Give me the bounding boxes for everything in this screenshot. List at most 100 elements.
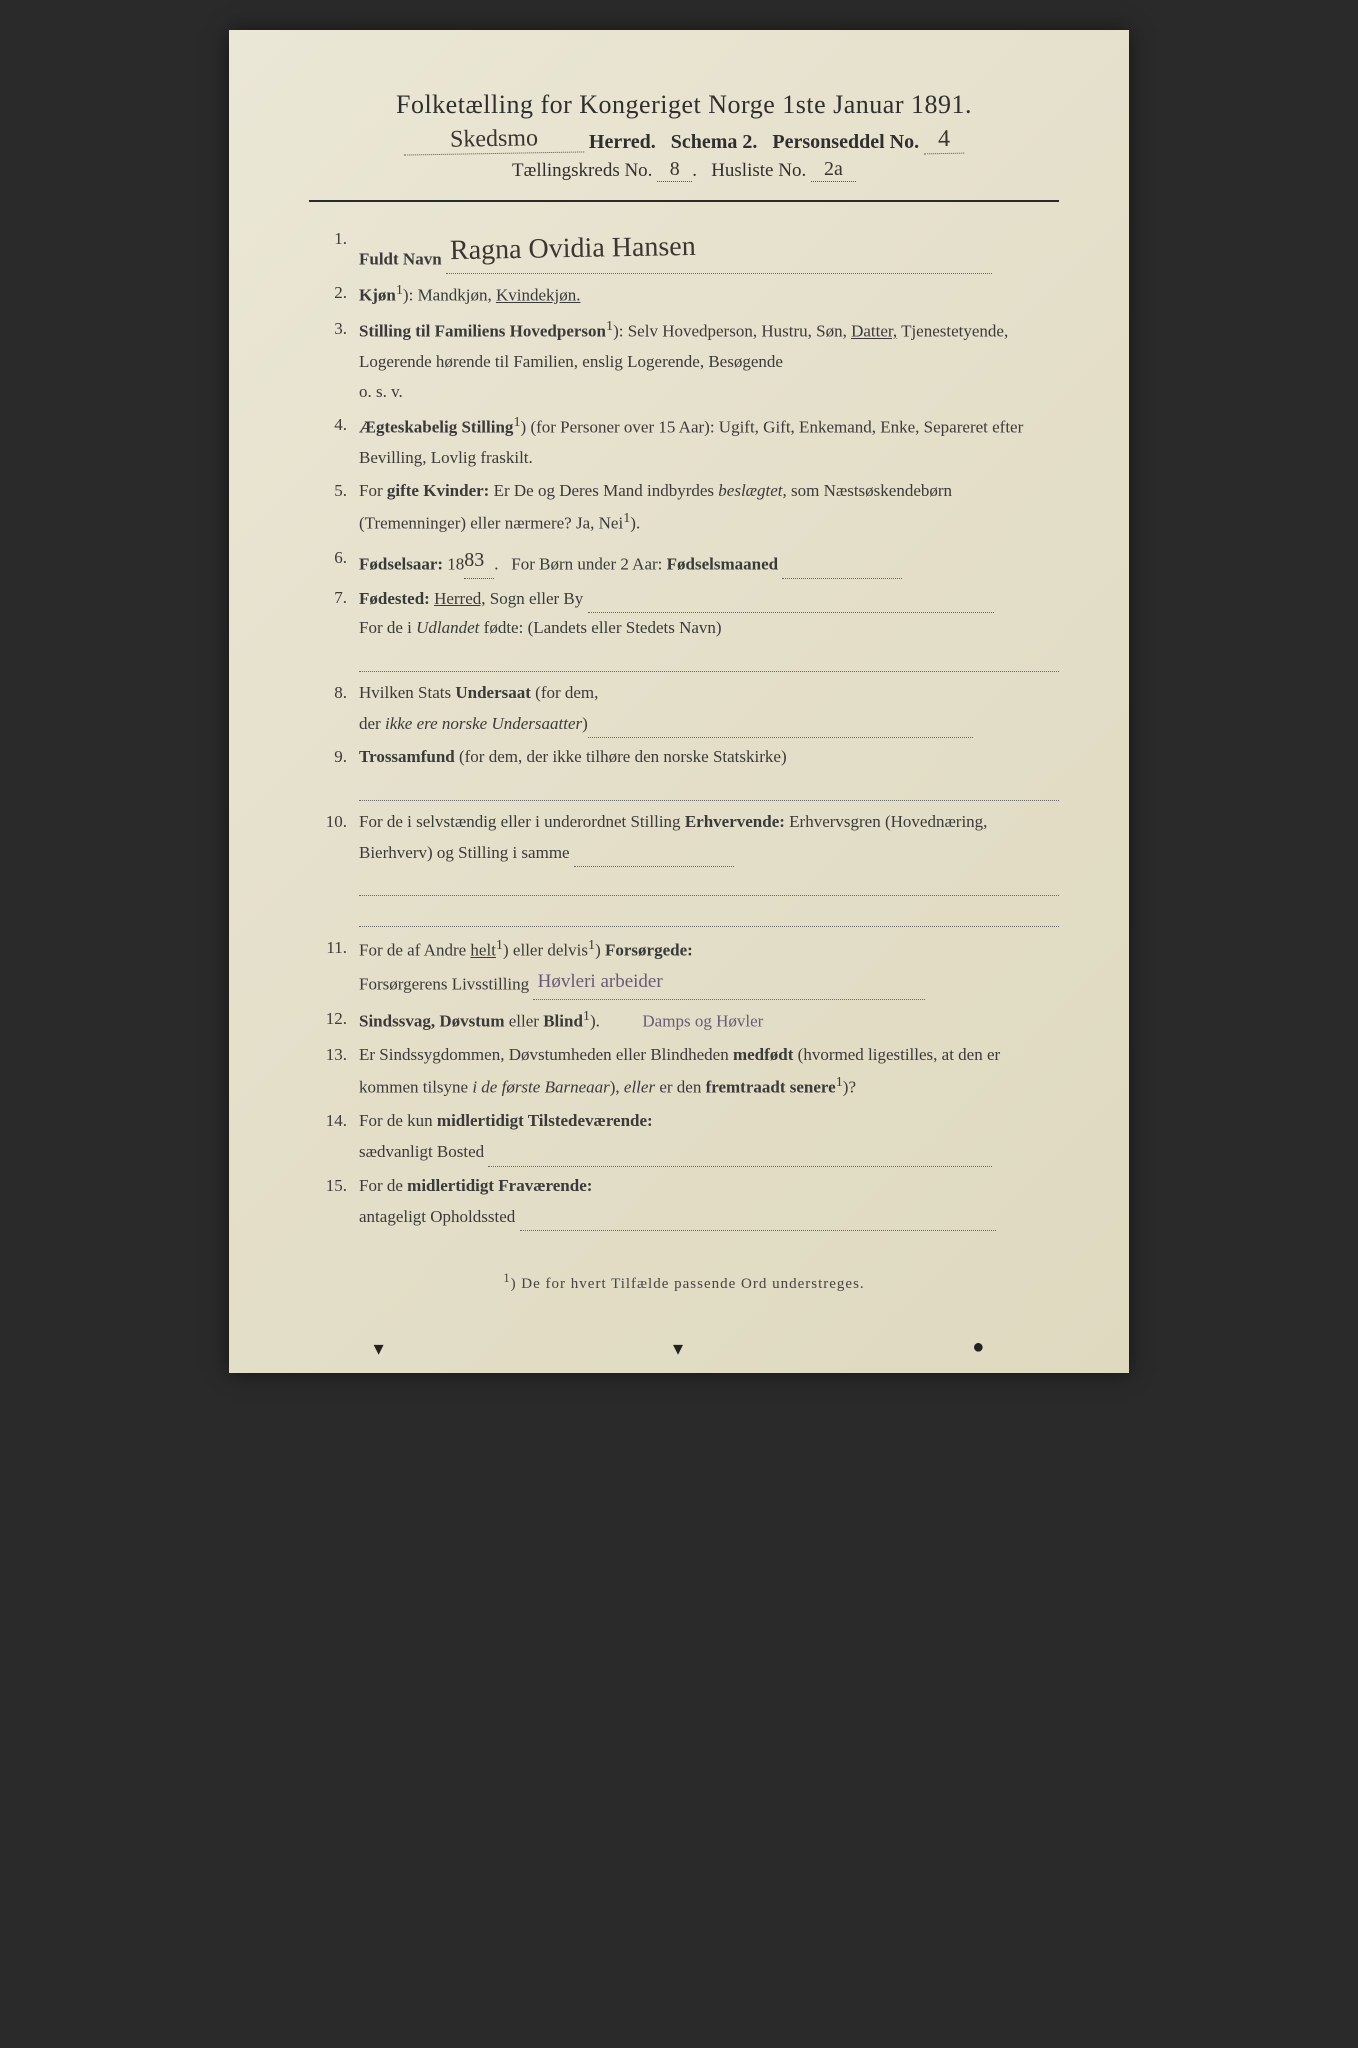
q12-bold2: Blind (543, 1011, 583, 1030)
q5-bold: gifte Kvinder: (387, 481, 489, 500)
entry-13: 13. Er Sindssygdommen, Døvstumheden elle… (309, 1040, 1059, 1102)
q13-text4: er den (659, 1078, 701, 1097)
entry-9: 9. Trossamfund (for dem, der ikke tilhør… (309, 742, 1059, 772)
q2-label: Kjøn (359, 286, 396, 305)
entry-body: Sindssvag, Døvstum eller Blind1). Damps … (359, 1004, 1059, 1036)
header-line-2: Skedsmo Herred. Schema 2. Personseddel N… (309, 126, 1059, 154)
q6-label: Fødselsaar: (359, 554, 443, 573)
footnote-sup: 1 (503, 1271, 510, 1285)
sup: 1 (583, 1008, 590, 1024)
entry-num: 15. (309, 1171, 359, 1232)
sup: 1 (396, 282, 403, 298)
q3-text1: Selv Hovedperson, Hustru, Søn, (628, 322, 847, 341)
q10-blank-line-2 (359, 902, 1059, 927)
q10-text1: For de i selvstændig eller i underordnet… (359, 812, 681, 831)
form-entries: 1. Fuldt Navn Ragna Ovidia Hansen 2. Kjø… (309, 224, 1059, 1231)
entry-num: 3. (309, 314, 359, 406)
q5-text1: Er De og Deres Mand indbyrdes (494, 481, 714, 500)
entry-8: 8. Hvilken Stats Undersaat (for dem, der… (309, 678, 1059, 739)
q2-opt2-selected: Kvindekjøn. (496, 286, 581, 305)
sup: 1 (836, 1074, 843, 1090)
form-title: Folketælling for Kongeriget Norge 1ste J… (309, 90, 1059, 120)
entry-body: Hvilken Stats Undersaat (for dem, der ik… (359, 678, 1059, 739)
q15-text1: For de (359, 1176, 403, 1195)
herred-label: Herred. (589, 131, 656, 153)
entry-num: 6. (309, 543, 359, 579)
entry-num: 10. (309, 807, 359, 868)
q6-year-prefix: 18 (447, 554, 464, 573)
q8-bold: Undersaat (455, 683, 531, 702)
q12-bold: Sindssvag, Døvstum (359, 1011, 505, 1030)
q11-blank: Høvleri arbeider (533, 965, 925, 999)
entry-2: 2. Kjøn1): Mandkjøn, Kvindekjøn. (309, 278, 1059, 310)
q14-text2: sædvanligt Bosted (359, 1142, 484, 1161)
q7-herred-selected: Herred, (434, 589, 485, 608)
husliste-no: 2a (811, 158, 856, 182)
entry-4: 4. Ægteskabelig Stilling1) (for Personer… (309, 410, 1059, 472)
entry-body: Kjøn1): Mandkjøn, Kvindekjøn. (359, 278, 1059, 310)
q9-blank-line (359, 776, 1059, 801)
tear-mark: ● (972, 1336, 984, 1361)
husliste-label: Husliste No. (711, 160, 806, 181)
entry-10: 10. For de i selvstændig eller i underor… (309, 807, 1059, 868)
q14-text1: For de kun (359, 1111, 433, 1130)
personseddel-no: 4 (924, 126, 964, 155)
entry-num: 8. (309, 678, 359, 739)
header-rule (309, 200, 1059, 202)
footnote-text: ) De for hvert Tilfælde passende Ord und… (511, 1276, 865, 1292)
entry-num: 7. (309, 583, 359, 644)
q10-blank-line-1 (359, 871, 1059, 896)
q8-blank (588, 708, 973, 739)
q2-opt1: Mandkjøn, (418, 286, 492, 305)
herred-handwritten: Skedsmo (404, 124, 584, 155)
entry-body: Er Sindssygdommen, Døvstumheden eller Bl… (359, 1040, 1059, 1102)
form-header: Folketælling for Kongeriget Norge 1ste J… (309, 90, 1059, 182)
q7-text3: fødte: (Landets eller Stedets Navn) (484, 618, 722, 637)
q11-bold: Forsørgede: (605, 941, 693, 960)
taellingskreds-label: Tællingskreds No. (512, 160, 652, 181)
footnote: 1) De for hvert Tilfælde passende Ord un… (309, 1271, 1059, 1293)
entry-body: For gifte Kvinder: Er De og Deres Mand i… (359, 476, 1059, 538)
entry-15: 15. For de midlertidigt Fraværende: anta… (309, 1171, 1059, 1232)
entry-body: Ægteskabelig Stilling1) (for Personer ov… (359, 410, 1059, 472)
census-form-page: Folketælling for Kongeriget Norge 1ste J… (229, 30, 1129, 1373)
q11-helt-selected: helt (470, 941, 496, 960)
schema-label: Schema 2. (671, 131, 758, 153)
entry-12: 12. Sindssvag, Døvstum eller Blind1). Da… (309, 1004, 1059, 1036)
q13-bold1: medfødt (733, 1045, 793, 1064)
q15-bold: midlertidigt Fraværende: (407, 1176, 592, 1195)
q13-ital1: i de første Barneaar (472, 1078, 609, 1097)
entry-5: 5. For gifte Kvinder: Er De og Deres Man… (309, 476, 1059, 538)
entry-num: 14. (309, 1106, 359, 1167)
q15-blank (520, 1201, 996, 1232)
tear-mark: ▾ (673, 1336, 683, 1361)
entry-11: 11. For de af Andre helt1) eller delvis1… (309, 933, 1059, 1000)
q7-text1: Sogn eller By (490, 589, 584, 608)
q6-year-hand: 83 (464, 543, 494, 579)
entry-num: 5. (309, 476, 359, 538)
entry-body: For de i selvstændig eller i underordnet… (359, 807, 1059, 868)
entry-num: 12. (309, 1004, 359, 1036)
q8-ital: ikke ere norske Undersaatter (385, 714, 582, 733)
tear-mark: ▾ (374, 1336, 384, 1361)
q10-bold: Erhvervende: (685, 812, 785, 831)
entry-body: Fuldt Navn Ragna Ovidia Hansen (359, 224, 1059, 274)
sup: 1 (623, 510, 630, 526)
q14-blank (488, 1136, 992, 1167)
q9-bold: Trossamfund (359, 747, 455, 766)
q7-ital: Udlandet (416, 618, 479, 637)
entry-num: 11. (309, 933, 359, 1000)
entry-7: 7. Fødested: Herred, Sogn eller By For d… (309, 583, 1059, 644)
q13-text5: ? (848, 1078, 856, 1097)
entry-num: 13. (309, 1040, 359, 1102)
q13-bold2: fremtraadt senere (706, 1078, 836, 1097)
q13-ital2: eller (624, 1078, 655, 1097)
q8-text2: (for dem, (535, 683, 598, 702)
q6-label2: Fødselsmaaned (667, 554, 778, 573)
sup: 1 (588, 937, 595, 953)
q9-text: (for dem, der ikke tilhøre den norske St… (459, 747, 787, 766)
entry-body: Fødested: Herred, Sogn eller By For de i… (359, 583, 1059, 644)
q7-text2: For de i (359, 618, 412, 637)
q8-text1: Hvilken Stats (359, 683, 451, 702)
q7-label: Fødested: (359, 589, 430, 608)
